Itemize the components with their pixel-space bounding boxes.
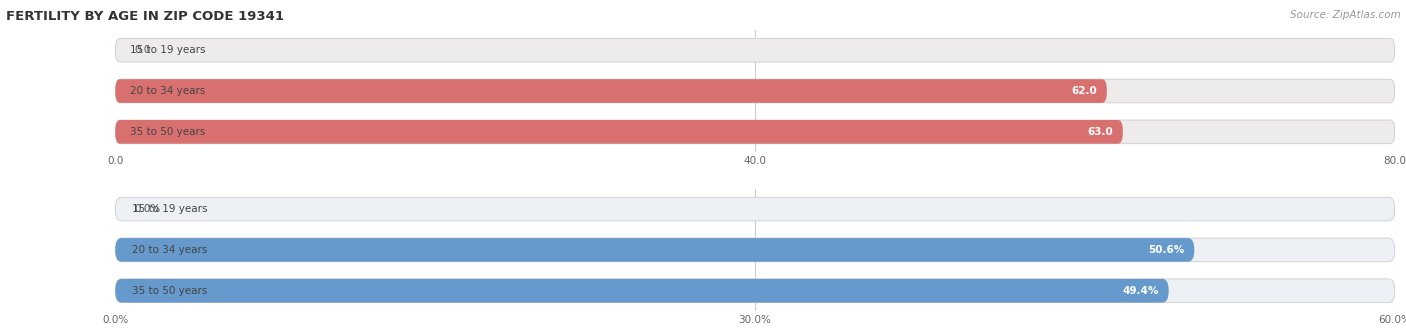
Text: 15 to 19 years: 15 to 19 years — [131, 45, 205, 55]
Text: 35 to 50 years: 35 to 50 years — [131, 127, 205, 137]
Text: 50.6%: 50.6% — [1147, 245, 1184, 255]
Text: 62.0: 62.0 — [1071, 86, 1097, 96]
Text: 49.4%: 49.4% — [1122, 286, 1159, 296]
Text: 63.0: 63.0 — [1087, 127, 1112, 137]
Text: Source: ZipAtlas.com: Source: ZipAtlas.com — [1289, 10, 1400, 20]
FancyBboxPatch shape — [115, 238, 1395, 262]
Text: 15 to 19 years: 15 to 19 years — [132, 204, 207, 214]
Text: 0.0%: 0.0% — [135, 204, 160, 214]
FancyBboxPatch shape — [115, 79, 1107, 103]
Text: 0.0: 0.0 — [135, 45, 150, 55]
FancyBboxPatch shape — [115, 279, 1168, 303]
Text: 20 to 34 years: 20 to 34 years — [132, 245, 207, 255]
FancyBboxPatch shape — [115, 79, 1395, 103]
FancyBboxPatch shape — [115, 197, 1395, 221]
FancyBboxPatch shape — [115, 120, 1395, 144]
FancyBboxPatch shape — [115, 238, 1194, 262]
FancyBboxPatch shape — [115, 120, 1123, 144]
FancyBboxPatch shape — [115, 38, 1395, 62]
Text: 35 to 50 years: 35 to 50 years — [132, 286, 207, 296]
Text: 20 to 34 years: 20 to 34 years — [131, 86, 205, 96]
FancyBboxPatch shape — [115, 279, 1395, 303]
Text: FERTILITY BY AGE IN ZIP CODE 19341: FERTILITY BY AGE IN ZIP CODE 19341 — [6, 10, 284, 23]
